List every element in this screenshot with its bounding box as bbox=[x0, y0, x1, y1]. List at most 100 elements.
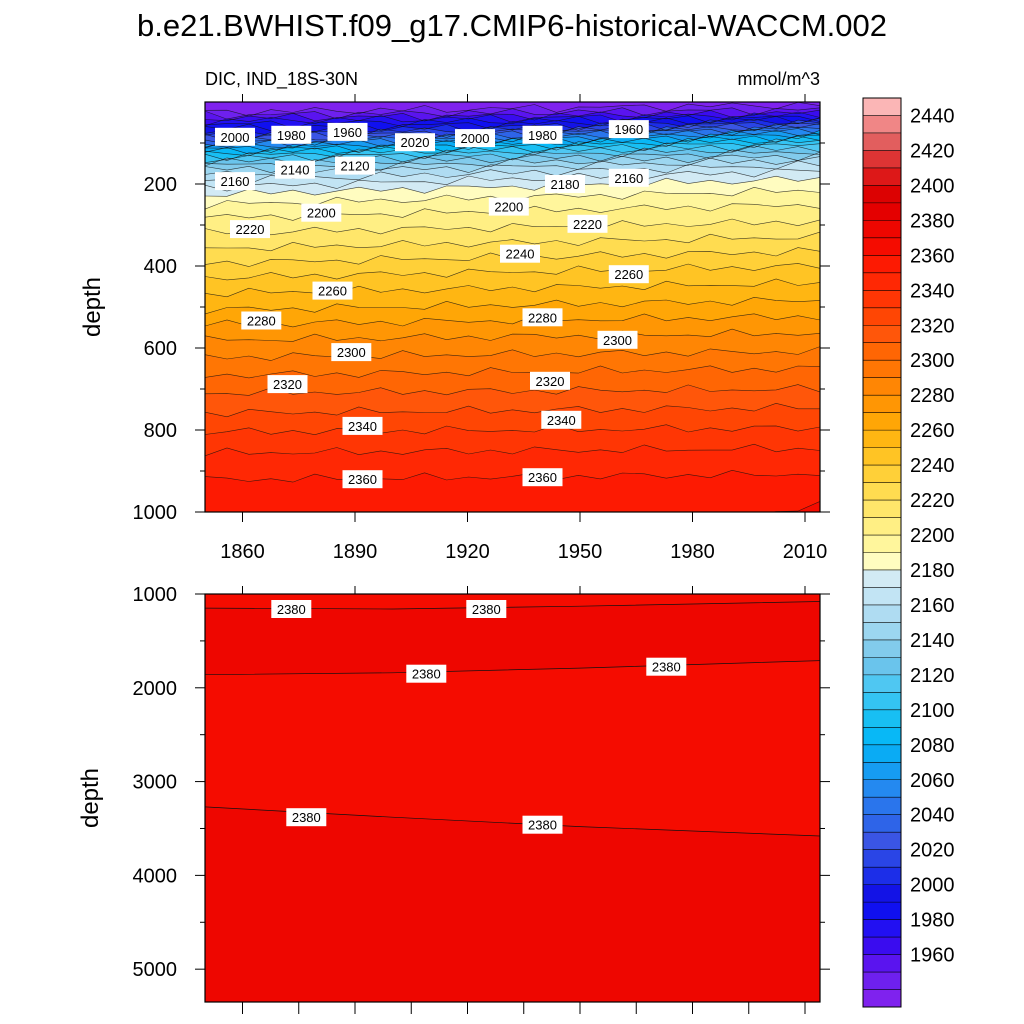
lower-y-tick-label: 1000 bbox=[133, 584, 178, 606]
lower-y-tick-label: 2000 bbox=[133, 678, 178, 700]
upper-x-tick-label: 1860 bbox=[220, 541, 265, 563]
upper-contour-label-text: 2160 bbox=[614, 171, 643, 186]
upper-contour-label-bg bbox=[500, 244, 540, 263]
colorbar-label: 2060 bbox=[910, 770, 955, 792]
colorbar-label: 2340 bbox=[910, 280, 955, 302]
upper-contour-label-bg bbox=[530, 371, 570, 390]
colorbar-label: 2320 bbox=[910, 315, 955, 337]
colorbar-swatch-2010 bbox=[863, 867, 901, 885]
upper-x-tick-label: 1980 bbox=[670, 541, 715, 563]
upper-contour-label-2: 1960 bbox=[327, 122, 368, 141]
colorbar-swatch-1940 bbox=[863, 989, 901, 1008]
upper-contour-label-bg bbox=[342, 470, 383, 489]
upper-x-tick-label: 1920 bbox=[445, 541, 490, 563]
colorbar-label: 2080 bbox=[910, 735, 955, 757]
upper-contour-label-text: 1980 bbox=[528, 128, 557, 143]
lower-contour-label-bg bbox=[271, 600, 312, 618]
colorbar-swatch-2130 bbox=[863, 657, 901, 676]
colorbar-swatch-2090 bbox=[863, 727, 901, 746]
colorbar: 2440 2420 2400 2380 2360 2340 2320 2300 2280 2260… bbox=[862, 97, 955, 1008]
upper-contour-label-15: 2220 bbox=[567, 214, 608, 233]
colorbar-swatch-2140 bbox=[863, 639, 901, 658]
lower-band-1 bbox=[205, 806, 820, 1002]
colorbar-label: 2000 bbox=[910, 875, 955, 897]
upper-contour-label-22: 2300 bbox=[597, 330, 638, 349]
upper-contour-label-4: 2000 bbox=[455, 129, 495, 148]
colorbar-label: 2100 bbox=[910, 700, 955, 722]
upper-contour-label-bg bbox=[342, 416, 383, 435]
colorbar-swatch-2070 bbox=[863, 762, 901, 781]
upper-contour-label-text: 2120 bbox=[341, 159, 370, 174]
upper-contour-2300 bbox=[205, 346, 820, 361]
colorbar-swatch-2030 bbox=[863, 832, 901, 850]
upper-y-tick-label: 600 bbox=[144, 338, 177, 360]
upper-contour-label-text: 2180 bbox=[551, 177, 580, 192]
upper-contour-label-bg bbox=[488, 197, 529, 216]
colorbar-swatch-2440 bbox=[863, 115, 901, 134]
upper-filled-contours bbox=[205, 102, 820, 512]
upper-contour-label-text: 2140 bbox=[281, 163, 310, 178]
upper-contour-label-18: 2260 bbox=[608, 265, 649, 284]
colorbar-label: 2040 bbox=[910, 805, 955, 827]
colorbar-swatch-2310 bbox=[863, 342, 901, 361]
colorbar-label: 2300 bbox=[910, 350, 955, 372]
upper-panel: DIC, IND_18S-30N mmol/m^3 2000 1980 196020… bbox=[79, 69, 830, 563]
lower-contour-label-3: 2380 bbox=[646, 657, 687, 676]
upper-contour-label-bg bbox=[545, 175, 585, 193]
upper-subtitle-right: mmol/m^3 bbox=[738, 69, 820, 89]
upper-contour-label-text: 2000 bbox=[461, 131, 490, 146]
colorbar-label: 2280 bbox=[910, 385, 955, 407]
lower-contour-labels: 2380 2380 2380 2380 2380 2380 bbox=[271, 600, 687, 834]
upper-contour-label-text: 2320 bbox=[536, 374, 565, 389]
upper-contour-labels: 2000 1980 1960 2020 2000 1980 1960 2140 2120 2160… bbox=[215, 120, 649, 489]
colorbar-frame bbox=[862, 97, 902, 1008]
lower-plot-frame bbox=[204, 593, 821, 1003]
lower-contour-label-text: 2380 bbox=[528, 818, 557, 833]
upper-contour-1970 bbox=[205, 109, 820, 122]
upper-y-tick-label: 400 bbox=[144, 256, 177, 278]
upper-contour-2220 bbox=[205, 218, 820, 236]
upper-contour-2370 bbox=[770, 501, 820, 512]
upper-contour-label-bg bbox=[327, 122, 368, 141]
colorbar-swatch-2100 bbox=[863, 709, 901, 728]
colorbar-swatch-2040 bbox=[863, 814, 901, 833]
upper-contour-2090 bbox=[205, 134, 820, 155]
upper-x-tick-label: 1890 bbox=[333, 541, 378, 563]
colorbar-label: 2140 bbox=[910, 630, 955, 652]
upper-contour-label-14: 2220 bbox=[230, 220, 270, 239]
colorbar-swatch-2160 bbox=[863, 604, 901, 623]
upper-contour-label-text: 2200 bbox=[494, 200, 523, 215]
colorbar-label: 2260 bbox=[910, 420, 955, 442]
colorbar-swatch-2360 bbox=[863, 255, 901, 274]
colorbar-swatch-2210 bbox=[863, 517, 901, 536]
upper-contour-label-text: 1960 bbox=[614, 122, 643, 137]
upper-contour-label-text: 2280 bbox=[528, 310, 557, 325]
colorbar-swatch-2060 bbox=[863, 779, 901, 798]
upper-contour-label-bg bbox=[215, 172, 255, 191]
lower-contour-label-4: 2380 bbox=[286, 808, 327, 827]
upper-contour-2110 bbox=[205, 138, 820, 161]
colorbar-swatch-2290 bbox=[863, 377, 901, 396]
upper-contour-label-bg bbox=[241, 311, 282, 330]
upper-contour-label-text: 2340 bbox=[547, 413, 576, 428]
upper-contour-label-bg bbox=[522, 125, 563, 144]
colorbar-swatch-2270 bbox=[863, 412, 901, 431]
upper-contour-label-17: 2260 bbox=[312, 281, 353, 300]
upper-contour-label-bg bbox=[301, 203, 342, 222]
upper-contour-2180 bbox=[205, 168, 820, 192]
upper-contour-label-bg bbox=[331, 343, 372, 362]
colorbar-swatch-2420 bbox=[863, 150, 901, 169]
lower-contour-label-bg bbox=[466, 600, 507, 618]
lower-contour-label-bg bbox=[646, 657, 687, 676]
upper-contour-label-5: 1980 bbox=[522, 125, 563, 144]
upper-contour-label-text: 2020 bbox=[401, 135, 430, 150]
upper-contour-label-text: 2300 bbox=[603, 333, 632, 348]
upper-contour-label-6: 1960 bbox=[608, 120, 649, 139]
colorbar-swatch-1950 bbox=[863, 972, 901, 990]
colorbar-swatch-2020 bbox=[863, 849, 901, 868]
upper-y-axis-label: depth bbox=[79, 277, 106, 337]
colorbar-label: 2240 bbox=[910, 455, 955, 477]
upper-contour-label-bg bbox=[271, 125, 312, 144]
lower-contour-label-bg bbox=[286, 808, 327, 827]
colorbar-label: 2360 bbox=[910, 245, 955, 267]
